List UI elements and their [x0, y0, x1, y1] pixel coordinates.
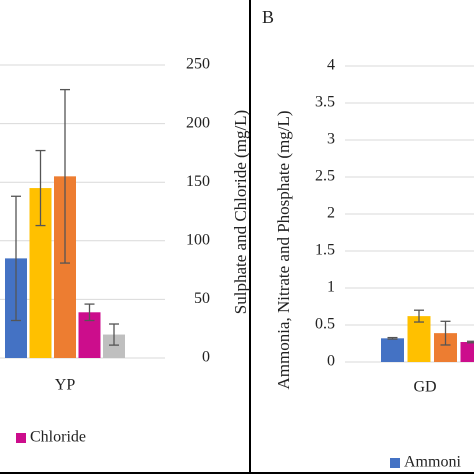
error-bar: [84, 303, 95, 322]
y-tick-label: 100: [186, 231, 210, 248]
panel-label: B: [262, 7, 274, 27]
bar: [78, 312, 101, 358]
error-bar: [11, 195, 21, 322]
y-tick-label: 1.5: [315, 242, 335, 259]
y-tick-label: 200: [186, 114, 210, 131]
error-bar: [35, 149, 46, 227]
legend-swatch: [16, 433, 26, 443]
y-tick-label: 3: [327, 131, 335, 148]
y-tick-label: 250: [186, 56, 210, 73]
y-axis-label: Sulphate and Chloride (mg/L): [231, 110, 250, 314]
y-tick-label: 0: [202, 349, 210, 366]
y-tick-label: 0: [327, 353, 335, 370]
y-tick-label: 0.5: [315, 316, 335, 333]
legend-label: Chloride: [30, 429, 86, 446]
error-bar: [60, 88, 70, 264]
bar: [434, 333, 457, 362]
y-tick-label: 4: [327, 57, 335, 74]
bar: [103, 334, 125, 358]
error-bar: [109, 323, 119, 346]
bar: [381, 338, 404, 362]
y-tick-label: 1: [327, 279, 335, 296]
error-bar: [467, 340, 474, 344]
y-tick-label: 2: [327, 205, 335, 222]
x-tick-label: YP: [55, 377, 76, 394]
error-bar: [387, 336, 398, 340]
y-tick-label: 50: [194, 290, 210, 307]
y-tick-label: 2.5: [315, 168, 335, 185]
x-tick-label: GD: [413, 379, 436, 396]
bar: [407, 316, 431, 362]
bar: [29, 188, 52, 358]
bar: [460, 342, 474, 362]
y-axis-label: Ammonia, Nitrate and Phosphate (mg/L): [274, 110, 293, 389]
y-tick-label: 150: [186, 173, 210, 190]
y-tick-label: 3.5: [315, 94, 335, 111]
legend-label: Ammoni: [404, 454, 461, 471]
bar: [54, 176, 76, 358]
error-bar: [414, 309, 424, 323]
error-bar: [440, 320, 451, 346]
legend-swatch: [390, 458, 400, 468]
